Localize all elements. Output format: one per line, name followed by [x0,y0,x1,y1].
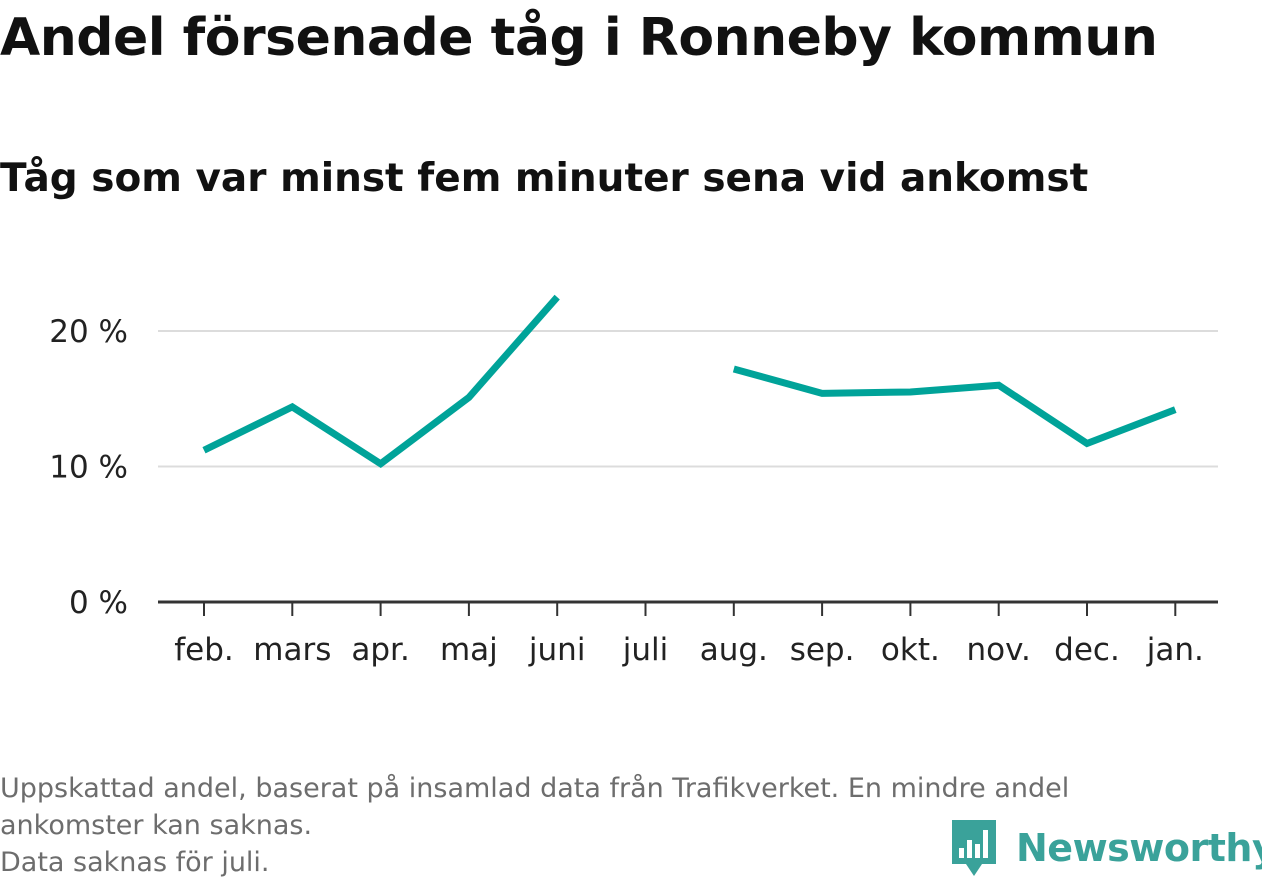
footnote-line-3: Data saknas för juli. [0,847,270,878]
gridlines [158,330,1218,468]
x-tick-label: nov. [966,632,1030,668]
x-tick-label: mars [253,632,331,668]
brand-name: Newsworthy [1016,826,1262,870]
series-line-segment-2 [732,365,1177,448]
series-line-segment-1 [202,294,560,469]
x-tick-label: sep. [790,632,855,668]
x-tick-label: apr. [351,632,409,668]
line-chart: 0 % 10 % 20 % feb. mars apr. maj juni juli aug. s… [49,294,1218,668]
x-tick-label: aug. [700,632,768,668]
y-tick-label: 20 % [49,314,128,350]
brand-logo: Newsworthy [948,818,1262,878]
y-tick-label: 10 % [49,450,128,486]
x-tick-label: jan. [1146,632,1204,668]
chart-subtitle: Tåg som var minst fem minuter sena vid a… [0,156,1089,201]
bar-chart-logo-icon [952,820,996,876]
x-axis [158,600,1218,616]
y-tick-label: 0 % [69,585,128,621]
x-tick-label: dec. [1054,632,1120,668]
footnote: Uppskattad andel, baserat på insamlad da… [0,770,1250,881]
x-tick-label: juli [622,632,669,668]
x-tick-label: feb. [174,632,234,668]
series-lines [202,294,1177,469]
x-tick-label: maj [440,632,498,668]
chart-title: Andel försenade tåg i Ronneby kommun [0,8,1158,68]
footnote-line-2: ankomster kan saknas. [0,810,313,841]
x-axis-labels: feb. mars apr. maj juni juli aug. sep. okt. nov. d… [174,632,1204,668]
y-axis-labels: 0 % 10 % 20 % [49,314,128,621]
footnote-line-1: Uppskattad andel, baserat på insamlad da… [0,773,1070,804]
x-tick-label: juni [528,632,586,668]
x-tick-label: okt. [881,632,940,668]
